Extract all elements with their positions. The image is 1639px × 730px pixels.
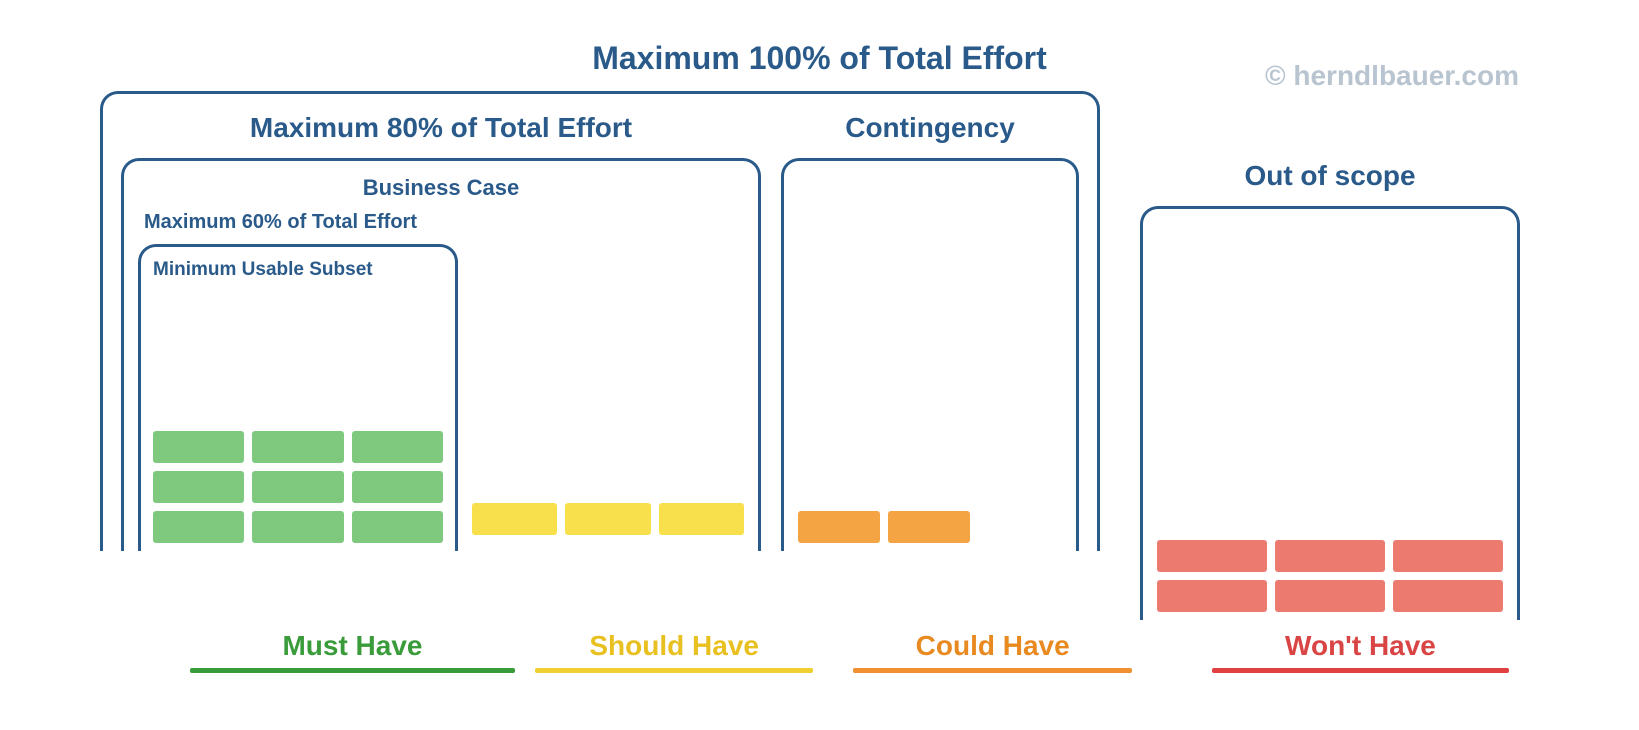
attribution: © herndlbauer.com xyxy=(1265,60,1519,92)
wont-block xyxy=(1393,580,1503,612)
footer-must-have: Must Have xyxy=(190,630,515,673)
must-block xyxy=(252,511,343,543)
should-block xyxy=(659,503,744,535)
wont-block xyxy=(1157,540,1267,572)
must-block xyxy=(252,471,343,503)
column-80-percent: Maximum 80% of Total Effort Business Cas… xyxy=(121,112,761,551)
out-of-scope-section: Out of scope xyxy=(1140,160,1520,620)
footer-should-have: Should Have xyxy=(535,630,814,673)
must-have-blocks xyxy=(153,431,443,551)
must-have-underline xyxy=(190,668,515,673)
could-have-label: Could Have xyxy=(853,630,1132,662)
title-80-percent: Maximum 80% of Total Effort xyxy=(121,112,761,144)
wont-have-underline xyxy=(1212,668,1509,673)
mus-label: Minimum Usable Subset xyxy=(153,259,443,281)
must-block xyxy=(352,471,443,503)
could-block xyxy=(888,511,970,543)
footer-labels: Must Have Should Have Could Have Won't H… xyxy=(130,630,1509,673)
column-60-percent: Maximum 60% of Total Effort Minimum Usab… xyxy=(138,211,458,551)
should-block xyxy=(472,503,557,535)
should-have-underline xyxy=(535,668,814,673)
bracket-80-percent: Business Case Maximum 60% of Total Effor… xyxy=(121,158,761,551)
should-have-label: Should Have xyxy=(535,630,814,662)
column-contingency: Contingency xyxy=(781,112,1079,551)
wont-have-blocks xyxy=(1157,540,1503,620)
could-have-blocks xyxy=(798,511,970,551)
should-have-blocks xyxy=(472,503,744,543)
bracket-contingency xyxy=(781,158,1079,551)
title-60-percent: Maximum 60% of Total Effort xyxy=(144,211,458,234)
wont-block xyxy=(1275,580,1385,612)
must-block xyxy=(153,471,244,503)
could-block xyxy=(798,511,880,543)
wont-block xyxy=(1157,580,1267,612)
must-block xyxy=(153,511,244,543)
must-block xyxy=(153,431,244,463)
bracket-100-percent: Maximum 80% of Total Effort Business Cas… xyxy=(100,91,1100,551)
should-block xyxy=(565,503,650,535)
must-block xyxy=(252,431,343,463)
must-block xyxy=(352,511,443,543)
footer-could-have: Could Have xyxy=(853,630,1132,673)
must-have-label: Must Have xyxy=(190,630,515,662)
business-case-label: Business Case xyxy=(138,175,744,201)
bracket-out-of-scope xyxy=(1140,206,1520,620)
wont-have-label: Won't Have xyxy=(1212,630,1509,662)
moscow-diagram: © herndlbauer.com Maximum 100% of Total … xyxy=(80,40,1559,690)
title-out-of-scope: Out of scope xyxy=(1140,160,1520,192)
must-block xyxy=(352,431,443,463)
column-should xyxy=(472,211,744,551)
bracket-60-percent: Minimum Usable Subset xyxy=(138,244,458,551)
could-have-underline xyxy=(853,668,1132,673)
wont-block xyxy=(1275,540,1385,572)
title-contingency: Contingency xyxy=(781,112,1079,144)
wont-block xyxy=(1393,540,1503,572)
footer-wont-have: Won't Have xyxy=(1212,630,1509,673)
